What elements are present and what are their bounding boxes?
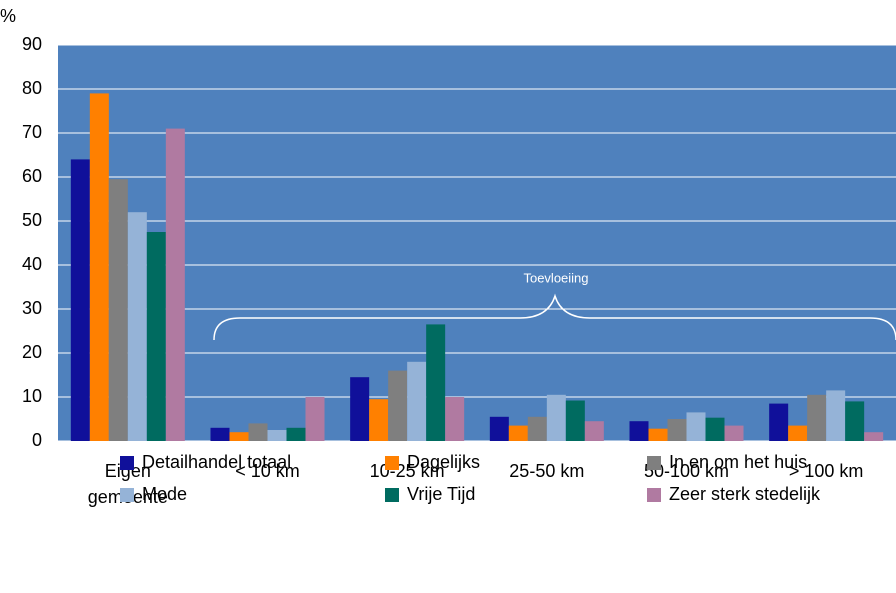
x-tick-label: > 100 km bbox=[788, 461, 864, 481]
legend-item: Vrije Tijd bbox=[385, 484, 475, 505]
legend-swatch bbox=[120, 455, 134, 470]
bar bbox=[826, 390, 846, 441]
bar bbox=[807, 394, 827, 441]
legend-label: Mode bbox=[142, 484, 188, 504]
bar bbox=[70, 159, 90, 441]
legend-swatch bbox=[120, 487, 134, 502]
bar bbox=[165, 128, 185, 441]
y-tick-label: 90 bbox=[22, 34, 42, 54]
y-tick-label: 30 bbox=[22, 298, 42, 318]
bar bbox=[286, 427, 306, 441]
bar bbox=[629, 421, 649, 441]
y-tick-label: 10 bbox=[22, 386, 42, 406]
x-tick-label: 50-100 km bbox=[643, 461, 730, 481]
bar bbox=[248, 423, 268, 441]
bar bbox=[489, 416, 509, 441]
brace bbox=[213, 293, 896, 341]
bar bbox=[426, 324, 446, 441]
bar bbox=[667, 419, 687, 441]
y-tick-label: 40 bbox=[22, 254, 42, 274]
bar bbox=[527, 416, 547, 441]
bar bbox=[686, 412, 706, 441]
legend-label: Zeer sterk stedelijk bbox=[669, 484, 821, 504]
y-tick-label: 50 bbox=[22, 210, 42, 230]
bar bbox=[210, 427, 230, 441]
x-tick-label: 25-50 km bbox=[509, 461, 585, 481]
y-tick-label: 0 bbox=[32, 430, 42, 450]
bar bbox=[388, 370, 408, 441]
legend-label: Dagelijks bbox=[407, 452, 481, 472]
legend-label: Vrije Tijd bbox=[407, 484, 476, 504]
legend-swatch bbox=[385, 455, 399, 470]
bar bbox=[146, 232, 166, 441]
bar bbox=[546, 394, 566, 441]
legend-item: Dagelijks bbox=[385, 452, 480, 473]
legend-label: In en om het huis bbox=[669, 452, 808, 472]
bar bbox=[108, 179, 128, 441]
y-tick-label: 70 bbox=[22, 122, 42, 142]
legend-item: In en om het huis bbox=[647, 452, 807, 473]
plot-area bbox=[58, 45, 896, 441]
bar bbox=[350, 377, 370, 441]
bar bbox=[788, 425, 808, 441]
y-tick-label: 60 bbox=[22, 166, 42, 186]
bar bbox=[305, 397, 325, 441]
legend-swatch bbox=[647, 455, 661, 470]
bar bbox=[267, 430, 287, 441]
legend-item: Zeer sterk stedelijk bbox=[647, 484, 820, 505]
bar bbox=[648, 428, 668, 441]
legend-swatch bbox=[385, 487, 399, 502]
x-tick-label: < 10 km bbox=[235, 461, 300, 481]
bar bbox=[229, 432, 249, 441]
y-tick-label: 80 bbox=[22, 78, 42, 98]
y-tick-label: 20 bbox=[22, 342, 42, 362]
bar bbox=[864, 432, 884, 441]
legend-item: Detailhandel totaal bbox=[120, 452, 291, 473]
bar bbox=[584, 421, 604, 441]
bar bbox=[769, 403, 789, 441]
bar bbox=[445, 397, 465, 441]
y-axis-label: % bbox=[0, 6, 16, 26]
bar bbox=[407, 361, 427, 441]
bar bbox=[705, 417, 725, 441]
bar bbox=[127, 212, 147, 441]
bar bbox=[508, 425, 528, 441]
bar bbox=[369, 399, 389, 441]
bar bbox=[89, 93, 109, 442]
legend-swatch bbox=[647, 487, 661, 502]
legend-item: Mode bbox=[120, 484, 187, 505]
legend-label: Detailhandel totaal bbox=[142, 452, 292, 472]
bar bbox=[724, 425, 744, 441]
bar bbox=[565, 400, 585, 441]
annotation: Toevloeiing bbox=[523, 270, 588, 285]
bar bbox=[845, 401, 865, 441]
